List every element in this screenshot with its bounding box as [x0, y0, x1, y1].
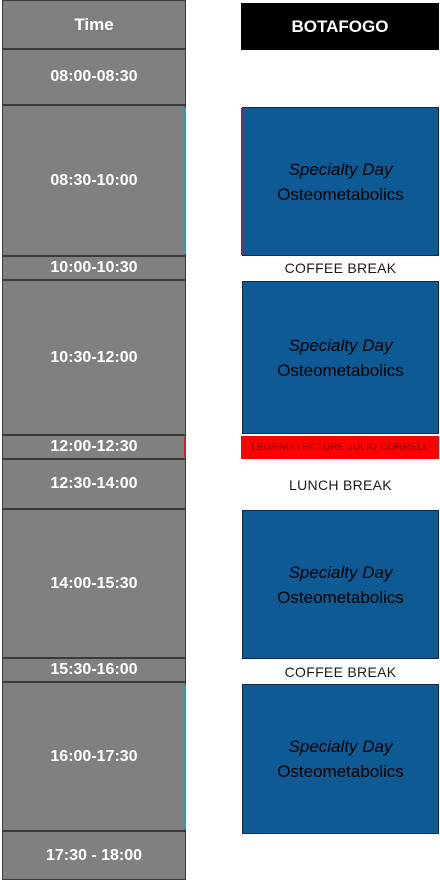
time-slot-label: 16:00-17:30	[50, 747, 138, 765]
session-topic: Osteometabolics	[277, 360, 404, 380]
time-slot-label: 08:00-08:30	[50, 68, 138, 85]
room-header: BOTAFOGO	[241, 3, 439, 50]
time-slot-label: 08:30-10:00	[50, 171, 138, 189]
time-slot-1730: 17:30 - 18:00	[2, 831, 186, 880]
break-label: COFFEE BREAK	[284, 664, 397, 680]
time-slot-1530: 15:30-16:00	[2, 658, 186, 682]
red-session-strip[interactable]: LEGEND LECTURE JULIO CORRELL	[241, 436, 439, 459]
time-slot-label: 10:30-12:00	[50, 348, 138, 366]
session-title: Specialty Day	[288, 737, 393, 756]
session-edge-accent	[241, 108, 243, 255]
session-block-1[interactable]: Specialty Day Osteometabolics	[242, 107, 439, 256]
coffee-break-2: COFFEE BREAK	[242, 660, 439, 684]
session-title: Specialty Day	[288, 159, 393, 179]
lunch-break: LUNCH BREAK	[242, 472, 439, 498]
time-column-header: Time	[2, 0, 186, 49]
time-slot-1400: 14:00-15:30	[2, 509, 186, 658]
time-slot-1230: 12:30-14:00	[2, 459, 186, 509]
edge-accent	[184, 108, 186, 254]
time-slot-1600: 16:00-17:30	[2, 682, 186, 831]
break-label: COFFEE BREAK	[284, 260, 397, 276]
room-header-label: BOTAFOGO	[291, 16, 389, 36]
edge-accent	[184, 437, 186, 457]
time-slot-1000: 10:00-10:30	[2, 256, 186, 280]
session-title: Specialty Day	[288, 335, 393, 355]
time-header-label: Time	[74, 14, 114, 34]
break-label: LUNCH BREAK	[289, 477, 392, 493]
time-slot-label: 15:30-16:00	[50, 661, 138, 678]
time-slot-0800: 08:00-08:30	[2, 49, 186, 105]
session-block-4[interactable]: Specialty Day Osteometabolics	[242, 684, 439, 834]
red-strip-label: LEGEND LECTURE JULIO CORRELL	[251, 442, 429, 453]
session-topic: Osteometabolics	[277, 587, 404, 607]
session-topic: Osteometabolics	[277, 184, 404, 204]
time-slot-label: 10:00-10:30	[50, 259, 138, 276]
time-slot-1030: 10:30-12:00	[2, 280, 186, 435]
time-slot-0830: 08:30-10:00	[2, 105, 186, 256]
session-block-2[interactable]: Specialty Day Osteometabolics	[242, 281, 439, 434]
time-slot-1200: 12:00-12:30	[2, 435, 186, 459]
session-block-3[interactable]: Specialty Day Osteometabolics	[242, 510, 439, 659]
time-slot-label: 12:00-12:30	[50, 438, 138, 455]
session-topic: Osteometabolics	[277, 762, 404, 781]
session-title: Specialty Day	[288, 562, 393, 582]
time-slot-label: 12:30-14:00	[50, 475, 138, 492]
coffee-break-1: COFFEE BREAK	[242, 256, 439, 280]
edge-accent	[184, 685, 186, 829]
time-slot-label: 14:00-15:30	[50, 574, 138, 592]
time-slot-label: 17:30 - 18:00	[45, 846, 143, 864]
